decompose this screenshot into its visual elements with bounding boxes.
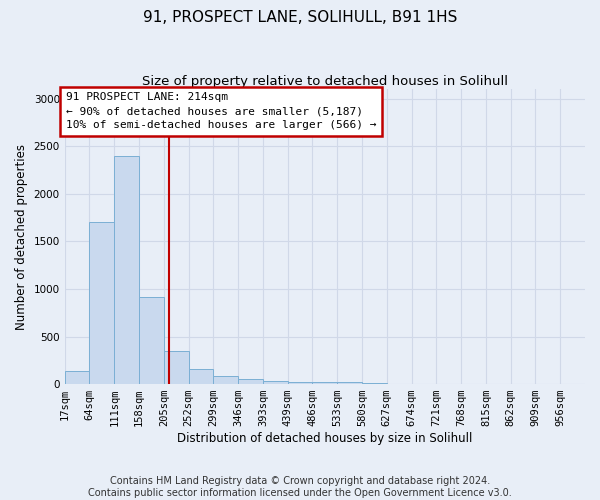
Bar [114, 156, 139, 384]
Bar [263, 381, 287, 384]
Bar [362, 382, 387, 384]
Text: 91, PROSPECT LANE, SOLIHULL, B91 1HS: 91, PROSPECT LANE, SOLIHULL, B91 1HS [143, 10, 457, 25]
Text: 91 PROSPECT LANE: 214sqm
← 90% of detached houses are smaller (5,187)
10% of sem: 91 PROSPECT LANE: 214sqm ← 90% of detach… [66, 92, 376, 130]
Bar [139, 296, 164, 384]
Title: Size of property relative to detached houses in Solihull: Size of property relative to detached ho… [142, 75, 508, 88]
X-axis label: Distribution of detached houses by size in Solihull: Distribution of detached houses by size … [177, 432, 473, 445]
Y-axis label: Number of detached properties: Number of detached properties [15, 144, 28, 330]
Bar [337, 382, 362, 384]
Bar [287, 382, 313, 384]
Bar [214, 376, 238, 384]
Bar [238, 380, 263, 384]
Bar [164, 351, 188, 384]
Bar [313, 382, 337, 384]
Bar [188, 369, 214, 384]
Text: Contains HM Land Registry data © Crown copyright and database right 2024.
Contai: Contains HM Land Registry data © Crown c… [88, 476, 512, 498]
Bar [89, 222, 114, 384]
Bar [65, 371, 89, 384]
